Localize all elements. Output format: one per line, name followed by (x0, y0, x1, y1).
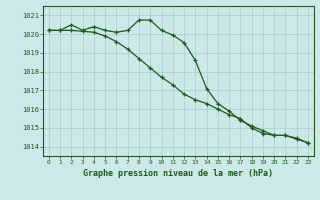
X-axis label: Graphe pression niveau de la mer (hPa): Graphe pression niveau de la mer (hPa) (84, 169, 273, 178)
